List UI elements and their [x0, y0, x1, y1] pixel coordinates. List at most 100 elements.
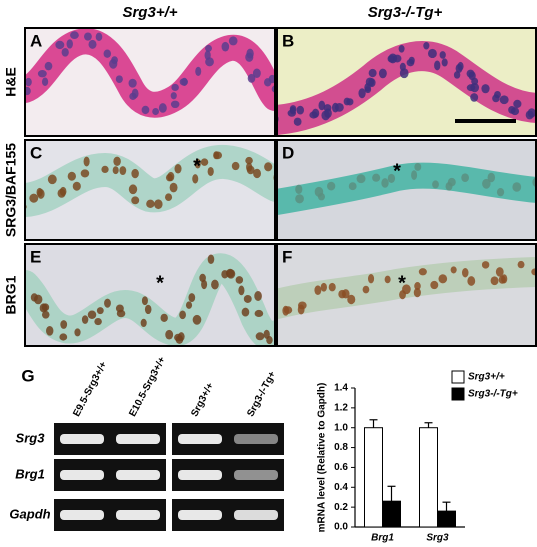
nucleus	[221, 270, 229, 279]
nucleus	[517, 260, 525, 269]
nucleus	[413, 287, 421, 298]
y-tick-label: 0.4	[334, 482, 348, 493]
nucleus	[158, 103, 167, 113]
nucleus	[318, 100, 326, 111]
nucleus	[119, 166, 127, 175]
nucleus	[109, 59, 118, 69]
nucleus	[324, 108, 332, 119]
nucleus	[47, 174, 57, 185]
nucleus	[154, 199, 163, 210]
nucleus	[481, 84, 490, 94]
gel-band	[116, 470, 160, 480]
nucleus	[414, 282, 421, 290]
panel	[25, 28, 275, 136]
nucleus	[423, 41, 430, 50]
nucleus	[87, 310, 97, 319]
nucleus	[46, 325, 54, 336]
nucleus	[253, 168, 262, 179]
panel-letter: F	[282, 247, 292, 266]
nucleus	[495, 267, 504, 277]
nucleus	[112, 166, 119, 175]
nucleus	[41, 310, 50, 319]
legend-swatch	[451, 387, 465, 401]
nucleus	[70, 31, 79, 40]
nucleus	[144, 304, 152, 315]
nucleus	[80, 169, 90, 178]
nucleus	[238, 285, 245, 296]
error-bar	[442, 501, 451, 512]
nucleus	[289, 105, 297, 113]
nucleus	[402, 284, 411, 295]
nucleus	[129, 92, 137, 100]
y-tick-label: 1.4	[334, 383, 348, 394]
nucleus	[508, 105, 516, 114]
nucleus	[254, 309, 264, 318]
nucleus	[439, 51, 446, 59]
y-tick-label: 0.6	[334, 462, 348, 473]
nucleus	[141, 296, 148, 306]
bar	[382, 500, 401, 528]
nucleus	[398, 44, 405, 53]
nucleus	[320, 282, 327, 292]
legend-label: Srg3+/+	[468, 372, 505, 383]
nucleus	[252, 68, 261, 79]
nucleus	[200, 158, 209, 166]
nucleus	[328, 282, 336, 292]
nucleus	[418, 268, 427, 276]
nucleus	[311, 108, 320, 118]
y-tick-label: 0.8	[334, 442, 348, 453]
nucleus	[378, 68, 387, 79]
nucleus	[174, 163, 182, 174]
nucleus	[531, 268, 536, 276]
nucleus	[131, 168, 139, 179]
nucleus	[81, 315, 89, 324]
nucleus	[487, 172, 496, 183]
legend-label: Srg3-/-Tg+	[468, 389, 518, 400]
nucleus	[283, 306, 293, 314]
nucleus	[348, 182, 357, 191]
y-tick-label: 0.0	[334, 522, 348, 533]
nucleus	[171, 83, 179, 92]
nucleus	[331, 102, 339, 113]
nucleus	[384, 275, 391, 284]
bar	[437, 510, 456, 528]
nucleus	[467, 276, 476, 286]
nucleus	[243, 294, 252, 303]
panel	[25, 140, 275, 240]
nucleus	[37, 70, 47, 78]
nucleus	[499, 95, 509, 105]
nucleus	[362, 285, 370, 294]
panel-letter: E	[30, 247, 41, 266]
bar	[364, 427, 383, 528]
asterisk: *	[156, 272, 164, 294]
nucleus	[29, 193, 39, 203]
nucleus	[341, 289, 350, 299]
nucleus	[470, 82, 480, 93]
row-label: SRG3/BAF155	[3, 143, 19, 237]
lane-label: E9.5-Srg3+/+	[71, 360, 109, 419]
nucleus	[25, 86, 31, 96]
nucleus	[84, 32, 92, 41]
nucleus	[470, 93, 479, 102]
nucleus	[41, 77, 49, 86]
nucleus	[41, 303, 50, 312]
nucleus	[36, 187, 43, 197]
nucleus	[296, 105, 305, 115]
nucleus	[461, 173, 469, 183]
x-tick-label: Brg1	[371, 533, 394, 544]
nucleus	[411, 170, 418, 180]
nucleus	[356, 174, 366, 184]
nucleus	[101, 165, 109, 174]
nucleus	[438, 274, 448, 284]
nucleus	[67, 171, 76, 181]
nucleus	[408, 56, 415, 65]
panel-border	[24, 27, 276, 137]
y-axis-title: mRNA level (Relative to Gapdh)	[317, 383, 328, 533]
nucleus	[434, 60, 441, 71]
nucleus	[414, 162, 422, 171]
nucleus	[466, 69, 475, 78]
nucleus	[179, 310, 186, 320]
nucleus	[44, 61, 53, 71]
column-title: Srg3-/-Tg+	[368, 4, 443, 21]
nucleus	[457, 61, 464, 71]
